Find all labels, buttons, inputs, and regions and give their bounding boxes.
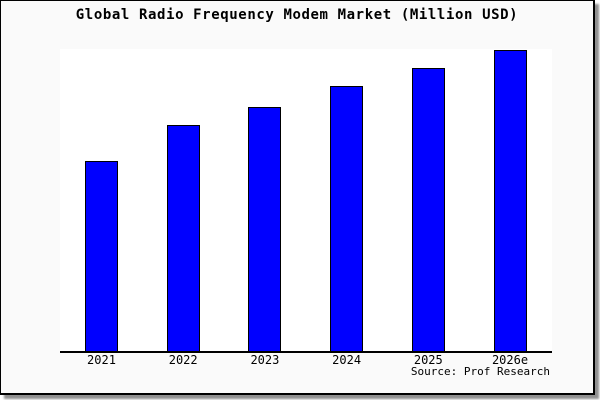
chart-window: Global Radio Frequency Modem Market (Mil… [0,0,595,395]
source-caption: Source: Prof Research [410,365,550,378]
x-tick-label-2025: 2025 [413,353,443,367]
bar-2023 [248,107,282,351]
x-tick-label-2026e: 2026e [491,353,529,367]
bar-2025 [411,68,445,351]
x-tick-label-2023: 2023 [250,353,280,367]
chart-title: Global Radio Frequency Modem Market (Mil… [75,7,519,23]
x-tick-label-2024: 2024 [332,353,362,367]
bar-2021 [85,161,118,351]
bar-2022 [166,125,200,351]
bar-2024 [330,86,364,351]
bar-2026e [493,50,527,351]
x-tick-label-2022: 2022 [168,353,198,367]
x-tick-label-2021: 2021 [87,353,116,367]
plot-area [60,49,552,353]
x-axis-ticks: 2021 2022 2023 2024 2025 2026e [1,353,593,367]
